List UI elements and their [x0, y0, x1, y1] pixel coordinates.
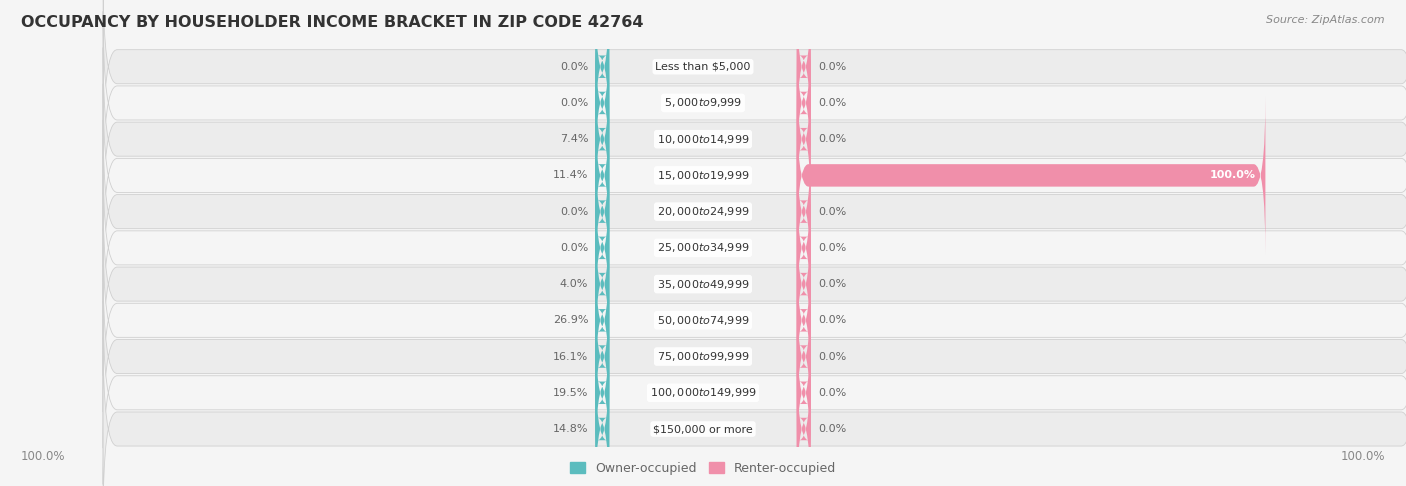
FancyBboxPatch shape	[103, 301, 1406, 485]
Text: 4.0%: 4.0%	[560, 279, 588, 289]
Text: $35,000 to $49,999: $35,000 to $49,999	[657, 278, 749, 291]
Text: 0.0%: 0.0%	[560, 243, 588, 253]
Text: 7.4%: 7.4%	[560, 134, 588, 144]
FancyBboxPatch shape	[595, 277, 609, 436]
Text: 0.0%: 0.0%	[818, 388, 846, 398]
FancyBboxPatch shape	[595, 0, 609, 146]
FancyBboxPatch shape	[103, 84, 1406, 267]
FancyBboxPatch shape	[797, 60, 811, 219]
FancyBboxPatch shape	[595, 241, 609, 399]
Text: $5,000 to $9,999: $5,000 to $9,999	[664, 96, 742, 109]
FancyBboxPatch shape	[797, 313, 811, 472]
FancyBboxPatch shape	[103, 0, 1406, 158]
Text: 0.0%: 0.0%	[818, 279, 846, 289]
FancyBboxPatch shape	[103, 156, 1406, 340]
Text: 0.0%: 0.0%	[560, 98, 588, 108]
FancyBboxPatch shape	[103, 265, 1406, 448]
FancyBboxPatch shape	[797, 0, 811, 146]
FancyBboxPatch shape	[103, 120, 1406, 303]
Text: $25,000 to $34,999: $25,000 to $34,999	[657, 242, 749, 254]
Text: 0.0%: 0.0%	[818, 62, 846, 72]
Text: Less than $5,000: Less than $5,000	[655, 62, 751, 72]
FancyBboxPatch shape	[103, 48, 1406, 231]
FancyBboxPatch shape	[595, 132, 609, 291]
FancyBboxPatch shape	[595, 349, 609, 486]
Text: 19.5%: 19.5%	[553, 388, 588, 398]
Text: $15,000 to $19,999: $15,000 to $19,999	[657, 169, 749, 182]
Text: 14.8%: 14.8%	[553, 424, 588, 434]
Text: 0.0%: 0.0%	[818, 351, 846, 362]
Text: 100.0%: 100.0%	[1211, 171, 1256, 180]
Text: $10,000 to $14,999: $10,000 to $14,999	[657, 133, 749, 146]
Text: 0.0%: 0.0%	[818, 98, 846, 108]
FancyBboxPatch shape	[595, 24, 609, 182]
FancyBboxPatch shape	[797, 349, 811, 486]
FancyBboxPatch shape	[595, 60, 609, 219]
FancyBboxPatch shape	[595, 205, 609, 364]
FancyBboxPatch shape	[797, 96, 1265, 255]
FancyBboxPatch shape	[103, 337, 1406, 486]
Text: 100.0%: 100.0%	[1340, 451, 1385, 463]
Text: $75,000 to $99,999: $75,000 to $99,999	[657, 350, 749, 363]
Text: $150,000 or more: $150,000 or more	[654, 424, 752, 434]
Text: 16.1%: 16.1%	[553, 351, 588, 362]
Text: $100,000 to $149,999: $100,000 to $149,999	[650, 386, 756, 399]
Text: 100.0%: 100.0%	[21, 451, 66, 463]
Text: 0.0%: 0.0%	[560, 207, 588, 217]
FancyBboxPatch shape	[797, 24, 811, 182]
Text: $20,000 to $24,999: $20,000 to $24,999	[657, 205, 749, 218]
FancyBboxPatch shape	[797, 132, 811, 291]
FancyBboxPatch shape	[797, 277, 811, 436]
FancyBboxPatch shape	[103, 11, 1406, 194]
Text: 0.0%: 0.0%	[560, 62, 588, 72]
Legend: Owner-occupied, Renter-occupied: Owner-occupied, Renter-occupied	[565, 457, 841, 480]
Text: 26.9%: 26.9%	[553, 315, 588, 325]
FancyBboxPatch shape	[797, 241, 811, 399]
FancyBboxPatch shape	[595, 96, 609, 255]
Text: 0.0%: 0.0%	[818, 424, 846, 434]
Text: 0.0%: 0.0%	[818, 315, 846, 325]
FancyBboxPatch shape	[103, 192, 1406, 376]
Text: 0.0%: 0.0%	[818, 134, 846, 144]
FancyBboxPatch shape	[797, 169, 811, 327]
FancyBboxPatch shape	[103, 228, 1406, 412]
Text: OCCUPANCY BY HOUSEHOLDER INCOME BRACKET IN ZIP CODE 42764: OCCUPANCY BY HOUSEHOLDER INCOME BRACKET …	[21, 15, 644, 30]
FancyBboxPatch shape	[595, 313, 609, 472]
Text: Source: ZipAtlas.com: Source: ZipAtlas.com	[1267, 15, 1385, 25]
Text: $50,000 to $74,999: $50,000 to $74,999	[657, 314, 749, 327]
Text: 0.0%: 0.0%	[818, 207, 846, 217]
FancyBboxPatch shape	[797, 205, 811, 364]
FancyBboxPatch shape	[595, 169, 609, 327]
Text: 11.4%: 11.4%	[553, 171, 588, 180]
Text: 0.0%: 0.0%	[818, 243, 846, 253]
